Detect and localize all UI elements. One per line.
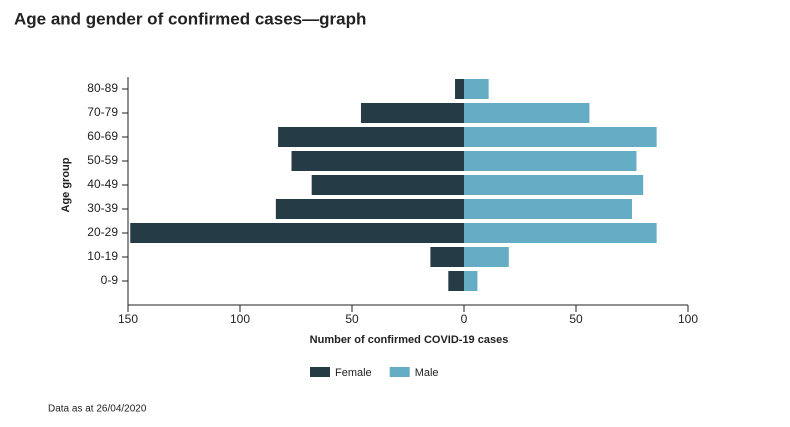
legend-swatch (310, 367, 330, 377)
y-tick-label: 20-29 (87, 225, 118, 239)
x-tick-label: 0 (461, 312, 468, 326)
legend-label: Male (415, 367, 439, 379)
bar (278, 127, 464, 147)
x-tick-label: 100 (230, 312, 250, 326)
bar (464, 247, 509, 267)
x-tick-label: 50 (345, 312, 359, 326)
bar (311, 175, 464, 195)
bar (455, 79, 464, 99)
y-tick-label: 50-59 (87, 153, 118, 167)
x-tick-label: 150 (118, 312, 138, 326)
bar (464, 175, 644, 195)
y-tick-label: 40-49 (87, 177, 118, 191)
y-tick-label: 0-9 (101, 273, 119, 287)
bar (464, 103, 590, 123)
y-tick-label: 70-79 (87, 105, 118, 119)
bar (464, 223, 657, 243)
x-tick-label: 100 (678, 312, 698, 326)
chart-title: Age and gender of confirmed cases—graph (14, 9, 366, 28)
legend-swatch (389, 367, 410, 377)
bar (464, 151, 637, 171)
bar (464, 271, 478, 291)
bar (464, 199, 632, 219)
bar (430, 247, 464, 267)
bar (464, 79, 489, 99)
y-tick-label: 60-69 (87, 129, 118, 143)
footnote: Data as at 26/04/2020 (48, 404, 147, 415)
y-tick-label: 30-39 (87, 201, 118, 215)
y-tick-label: 80-89 (87, 81, 118, 95)
x-axis-title: Number of confirmed COVID-19 cases (310, 334, 509, 346)
legend-label: Female (335, 367, 372, 379)
bar (448, 271, 464, 291)
y-axis-title: Age group (60, 157, 72, 212)
bar (130, 223, 465, 243)
bar (275, 199, 464, 219)
y-tick-label: 10-19 (87, 249, 118, 263)
bar (291, 151, 464, 171)
x-tick-label: 50 (569, 312, 583, 326)
bar (464, 127, 657, 147)
bar (360, 103, 464, 123)
